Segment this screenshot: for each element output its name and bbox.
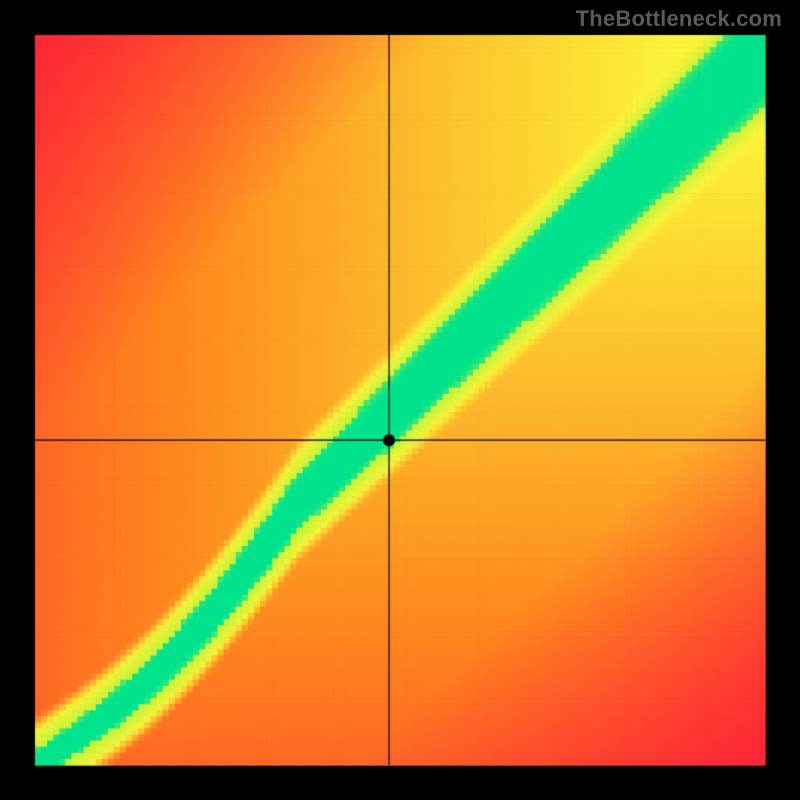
watermark-text: TheBottleneck.com bbox=[576, 6, 782, 32]
chart-stage: TheBottleneck.com bbox=[0, 0, 800, 800]
bottleneck-heatmap bbox=[0, 0, 800, 800]
